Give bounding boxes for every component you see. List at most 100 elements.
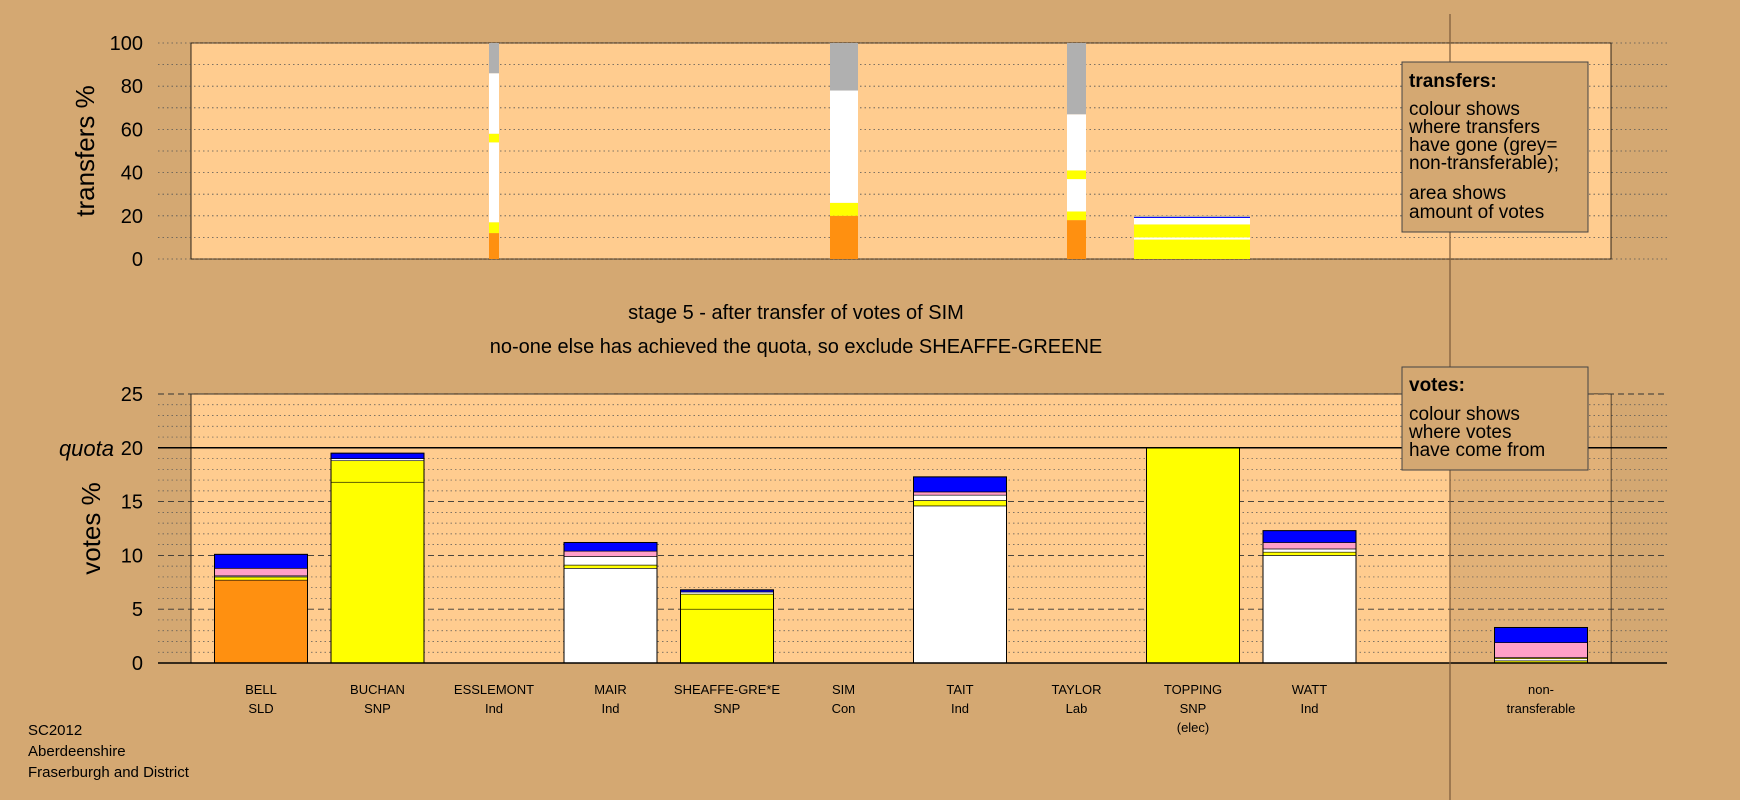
candidate-name-label: MAIR	[594, 682, 627, 697]
transfer-segment-topping	[1134, 239, 1250, 259]
transfer-segment-taylor	[1067, 211, 1086, 221]
vote-segment	[563, 550, 658, 557]
candidate-party-label: Ind	[1300, 701, 1318, 716]
vote-segment	[680, 608, 774, 664]
transfer-segment-taylor	[1067, 179, 1086, 212]
candidate-name-label: TAYLOR	[1051, 682, 1101, 697]
votes-y-axis-label: votes %	[76, 482, 106, 575]
quota-label: quota	[59, 436, 114, 461]
candidate-party-label: Lab	[1066, 701, 1088, 716]
candidate-name-label: BELL	[245, 682, 277, 697]
vote-segment	[1262, 551, 1357, 556]
votes-y-tick-label: 20	[121, 438, 143, 460]
transfer-segment-esslemont	[489, 73, 499, 134]
votes-legend-heading: votes:	[1409, 375, 1465, 396]
transfer-segment-esslemont	[489, 233, 499, 259]
transfers-legend-line: amount of votes	[1409, 202, 1544, 223]
vote-segment	[330, 452, 425, 459]
transfers-y-tick-label: 40	[121, 163, 143, 185]
candidate-name-label: TAIT	[946, 682, 973, 697]
transfers-legend-line: area shows	[1409, 183, 1506, 204]
transfer-segment-sim	[830, 90, 858, 203]
vote-segment	[214, 568, 308, 577]
candidate-party-label: SNP	[364, 701, 391, 716]
transfer-segment-topping	[1134, 215, 1250, 217]
transfer-segment-topping	[1134, 217, 1250, 225]
candidate-party-label: SNP	[1180, 701, 1207, 716]
vote-segment	[563, 568, 658, 664]
vote-segment	[1262, 530, 1357, 543]
candidate-party-label: Con	[832, 701, 856, 716]
stage-subtitle: no-one else has achieved the quota, so e…	[490, 336, 1103, 358]
vote-segment	[913, 500, 1007, 507]
transfers-y-tick-label: 80	[121, 76, 143, 98]
footer-council: Aberdeenshire	[28, 743, 126, 760]
vote-segment	[563, 556, 658, 566]
votes-legend-line: where votes	[1408, 422, 1511, 443]
vote-segment	[330, 460, 425, 483]
transfer-segment-taylor	[1067, 170, 1086, 180]
vote-segment	[214, 576, 308, 581]
vote-segment	[1146, 447, 1240, 664]
votes-y-tick-label: 10	[121, 545, 143, 567]
candidate-name-label: SHEAFFE-GRE*E	[674, 682, 781, 697]
transfer-segment-sim	[830, 215, 858, 259]
vote-segment	[1262, 542, 1357, 550]
transfer-segment-taylor	[1067, 114, 1086, 171]
candidate-party-label: Ind	[485, 701, 503, 716]
vote-segment	[913, 505, 1007, 664]
candidate-name-label: SIM	[832, 682, 855, 697]
votes-y-tick-label: 5	[132, 599, 143, 621]
transfer-segment-esslemont	[489, 43, 499, 74]
vote-segment	[680, 593, 774, 610]
candidate-status-label: (elec)	[1177, 720, 1210, 735]
candidate-party-label: transferable	[1507, 701, 1576, 716]
transfers-legend-line: colour shows	[1409, 99, 1520, 120]
transfers-y-tick-label: 0	[132, 249, 143, 271]
transfer-segment-taylor	[1067, 43, 1086, 115]
vote-segment	[1494, 658, 1588, 662]
transfers-y-tick-label: 100	[110, 33, 143, 55]
transfer-segment-topping	[1134, 224, 1250, 238]
votes-y-tick-label: 15	[121, 492, 143, 514]
candidate-party-label: SNP	[714, 701, 741, 716]
vote-segment	[1494, 642, 1588, 658]
transfer-segment-topping	[1134, 216, 1250, 218]
stage-title: stage 5 - after transfer of votes of SIM	[628, 302, 964, 324]
transfer-segment-sim	[830, 202, 858, 216]
transfer-segment-taylor	[1067, 220, 1086, 259]
transfers-y-axis-label: transfers %	[70, 85, 100, 217]
vote-segment	[913, 491, 1007, 496]
candidate-name-label: ESSLEMONT	[454, 682, 534, 697]
votes-plot-area	[190, 393, 1612, 664]
vote-segment	[563, 564, 658, 569]
transfers-legend-line: non-transferable);	[1409, 153, 1559, 174]
transfer-segment-topping	[1134, 237, 1250, 240]
candidate-name-label: non-	[1528, 682, 1554, 697]
vote-segment	[214, 554, 308, 569]
vote-segment	[330, 458, 425, 462]
votes-legend-line: colour shows	[1409, 404, 1520, 425]
vote-segment	[1262, 555, 1357, 664]
candidate-name-label: TOPPING	[1164, 682, 1222, 697]
transfers-y-tick-label: 60	[121, 119, 143, 141]
vote-segment	[680, 591, 774, 595]
candidate-name-label: WATT	[1292, 682, 1327, 697]
candidate-party-label: Ind	[601, 701, 619, 716]
transfers-y-tick-label: 20	[121, 206, 143, 228]
transfers-legend-box	[1401, 61, 1589, 233]
transfer-segment-esslemont	[489, 133, 499, 143]
transfers-legend-heading: transfers:	[1409, 71, 1497, 92]
votes-y-tick-label: 0	[132, 653, 143, 675]
vote-segment	[913, 476, 1007, 493]
vote-segment	[214, 579, 308, 664]
vote-segment	[913, 494, 1007, 501]
transfer-segment-sim	[830, 43, 858, 91]
footer-ward: Fraserburgh and District	[28, 764, 190, 781]
candidate-party-label: SLD	[248, 701, 273, 716]
votes-legend-box	[1401, 366, 1589, 471]
candidate-party-label: Ind	[951, 701, 969, 716]
vote-segment	[330, 481, 425, 664]
